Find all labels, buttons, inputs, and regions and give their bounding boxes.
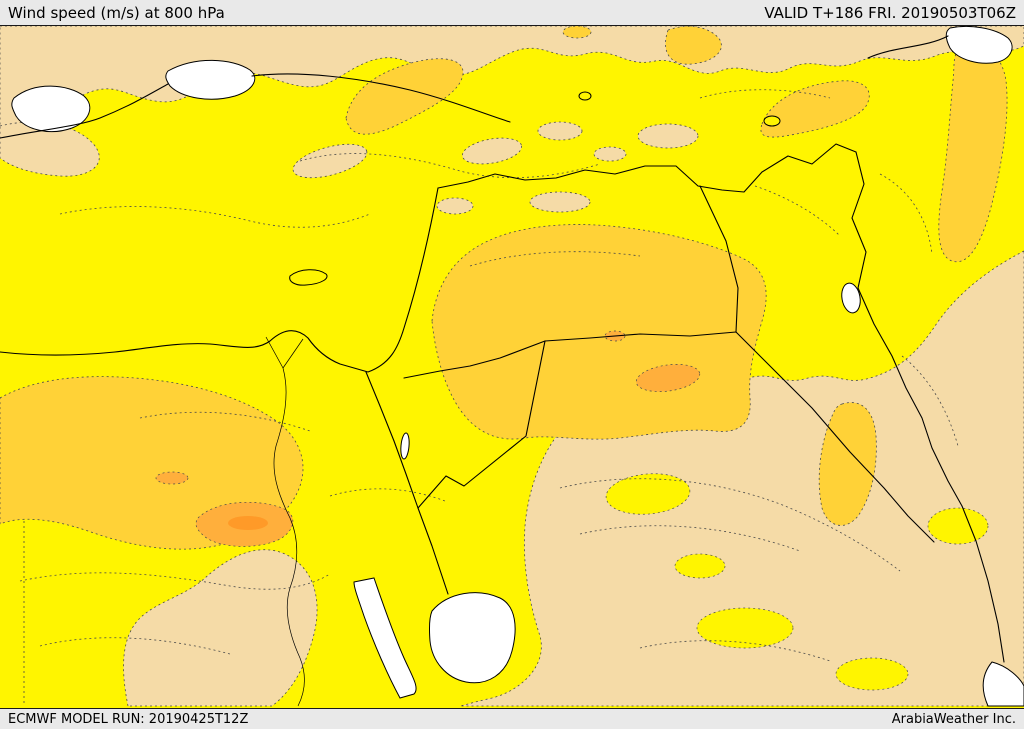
peach-region-north-band — [0, 26, 1024, 137]
contour-line — [59, 206, 371, 228]
black-sea-west — [11, 85, 91, 133]
peach-region-west-lobe — [0, 121, 100, 177]
levant-egypt-coast — [0, 187, 439, 373]
iraq-saudi-border — [544, 331, 935, 543]
orange-deep-core — [228, 516, 268, 530]
lake-urmia — [841, 282, 861, 314]
yellow-hole — [835, 657, 909, 691]
country-borders — [0, 35, 1005, 663]
nile-delta-branch-east — [282, 338, 304, 369]
contour-lines — [19, 89, 959, 704]
gold-region-northwest-streak — [345, 58, 464, 135]
yellow-hole — [696, 607, 794, 649]
map-title: Wind speed (m/s) at 800 hPa — [8, 3, 225, 22]
red-sea — [428, 592, 516, 684]
peach-patch — [537, 121, 583, 141]
gold-patch — [562, 26, 592, 39]
orange-core — [155, 471, 189, 485]
nile-river — [273, 367, 305, 707]
contour-line — [579, 525, 801, 552]
yellow-hole — [605, 473, 691, 515]
contour-line — [639, 640, 831, 662]
peach-patch — [593, 146, 627, 162]
syria-iraq-border — [699, 185, 739, 333]
map-area — [0, 26, 1024, 708]
brand-label: ArabiaWeather Inc. — [891, 711, 1016, 727]
map-svg — [0, 26, 1024, 708]
sea-lake-regions — [11, 26, 1024, 707]
orange-core — [635, 364, 701, 392]
peach-patch — [461, 137, 523, 165]
gold-region-northeast-streak — [760, 80, 870, 138]
contour-line — [879, 173, 933, 255]
israel-egypt-border — [365, 371, 419, 509]
yellow-hole — [927, 507, 989, 545]
turkey-south-border — [437, 143, 857, 193]
peach-patch — [292, 143, 368, 179]
syria-jordan-border — [403, 340, 546, 379]
gulf-of-aqaba-line — [417, 507, 449, 595]
footer-bar: ECMWF MODEL RUN: 20190425T12Z ArabiaWeat… — [0, 708, 1024, 729]
peach-patch — [637, 123, 699, 149]
gold-region-central — [431, 224, 767, 440]
persian-gulf — [982, 661, 1024, 707]
caucasus-border — [867, 35, 949, 59]
contour-line — [329, 488, 446, 502]
cyprus-island — [289, 269, 328, 286]
dead-sea — [400, 432, 410, 460]
iran-west-border — [851, 151, 1005, 663]
contour-line — [901, 355, 959, 447]
lake-tuz — [578, 91, 592, 101]
peach-region-southeast — [459, 250, 1024, 707]
caspian-sea — [945, 26, 1013, 64]
rivers — [265, 336, 305, 707]
contour-line — [754, 185, 841, 237]
high-wind-regions — [0, 26, 1008, 550]
lake-van — [763, 115, 781, 127]
gold-region-east-streak — [938, 45, 1008, 263]
header-bar: Wind speed (m/s) at 800 hPa VALID T+186 … — [0, 0, 1024, 26]
gold-region-top — [665, 26, 722, 65]
model-run-label: ECMWF MODEL RUN: 20190425T12Z — [8, 711, 249, 727]
jordan-saudi-border — [417, 340, 546, 509]
contour-line — [19, 572, 331, 590]
gulf-of-suez — [353, 577, 417, 699]
contour-line — [699, 89, 831, 99]
valid-time-label: VALID T+186 FRI. 20190503T06Z — [764, 3, 1016, 22]
contour-line — [39, 637, 231, 655]
peach-patch — [436, 197, 474, 215]
peach-patch — [529, 191, 591, 213]
contour-line — [139, 411, 311, 432]
black-sea-coast-east — [251, 73, 511, 123]
yellow-hole — [674, 553, 726, 579]
black-sea-coast-west — [0, 83, 169, 139]
black-sea-east — [165, 59, 256, 100]
low-wind-regions — [0, 26, 1024, 707]
nile-delta-branch-west — [265, 336, 284, 369]
